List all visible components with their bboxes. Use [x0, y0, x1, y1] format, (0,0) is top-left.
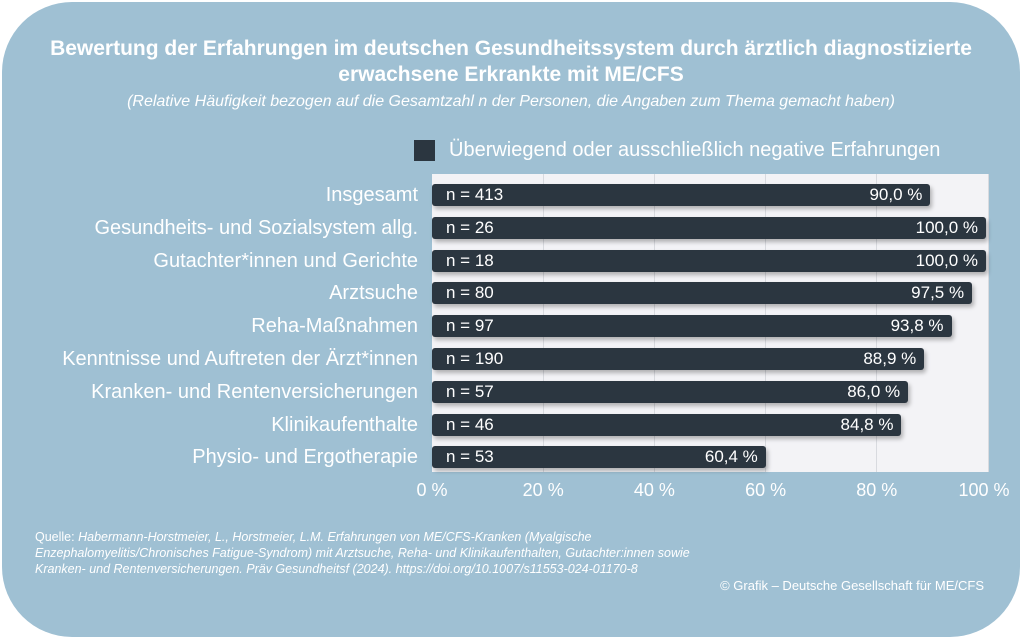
- bar-value-label: 100,0 %: [915, 217, 978, 237]
- bar-n-label: n = 53: [446, 447, 494, 467]
- category-label: Gesundheits- und Sozialsystem allg.: [94, 216, 419, 239]
- category-label: Insgesamt: [325, 184, 418, 206]
- bar-value-label: 84,8 %: [840, 414, 894, 434]
- bar: n = 57 86,0 %: [432, 380, 909, 403]
- legend-swatch: [414, 139, 435, 161]
- x-tick-label: 20 %: [522, 480, 564, 500]
- bar: n = 97 93,8 %: [432, 315, 952, 338]
- bar-n-label: n = 26: [446, 217, 494, 237]
- bar-n-label: n = 97: [446, 316, 494, 336]
- legend-label: Überwiegend oder ausschließlich negative…: [449, 138, 941, 161]
- bar: n = 413 90,0 %: [432, 184, 931, 206]
- bar-n-label: n = 57: [446, 381, 494, 401]
- source-text: Habermann-Horstmeier, L., Horstmeier, L.…: [35, 530, 690, 576]
- x-tick-label: 80 %: [856, 480, 898, 500]
- chart-subtitle: (Relative Häufigkeit bezogen auf die Ges…: [127, 93, 895, 110]
- x-tick-label: 40 %: [633, 480, 675, 500]
- bar: n = 18 100,0 %: [432, 249, 986, 272]
- bar-value-label: 100,0 %: [915, 250, 978, 270]
- source-label: Quelle:: [35, 530, 75, 544]
- category-label: Kranken- und Rentenversicherungen: [91, 380, 418, 403]
- category-label: Arztsuche: [329, 282, 418, 305]
- source-citation: Quelle: Habermann-Horstmeier, L., Horstm…: [35, 529, 735, 577]
- bar: n = 80 97,5 %: [432, 282, 973, 305]
- bar: n = 53 60,4 %: [432, 446, 766, 469]
- bar-value-label: 93,8 %: [890, 316, 944, 336]
- category-label: Gutachter*innen und Gerichte: [153, 249, 418, 272]
- category-label: Kenntnisse und Auftreten der Ärzt*innen: [62, 348, 418, 370]
- bar: n = 46 84,8 %: [432, 413, 902, 436]
- bar-value-label: 90,0 %: [869, 185, 923, 204]
- bar: n = 190 88,9 %: [432, 348, 925, 370]
- bar-n-label: n = 190: [446, 349, 504, 368]
- category-label: Klinikaufenthalte: [271, 413, 418, 436]
- bar-n-label: n = 413: [446, 185, 504, 204]
- bar-n-label: n = 18: [446, 250, 494, 270]
- plot-area: n = 413 90,0 % n = 26 100,0 % n = 18 100,0 % n…: [432, 174, 989, 472]
- bar-n-label: n = 46: [446, 414, 494, 434]
- x-tick-label: 100 %: [958, 480, 1010, 500]
- category-label: Reha-Maßnahmen: [251, 315, 418, 338]
- chart-title: Bewertung der Erfahrungen im deutschen G…: [50, 37, 972, 86]
- gridline: [987, 174, 989, 472]
- bar: n = 26 100,0 %: [432, 216, 986, 239]
- category-label: Physio- und Ergotherapie: [192, 446, 418, 469]
- x-tick-label: 60 %: [745, 480, 787, 500]
- x-tick-label: 0 %: [416, 480, 448, 500]
- legend: Überwiegend oder ausschließlich negative…: [414, 137, 940, 163]
- graphic-credit: © Grafik – Deutsche Gesellschaft für ME/…: [720, 578, 984, 593]
- bar-value-label: 88,9 %: [863, 349, 917, 368]
- bar-n-label: n = 80: [446, 283, 494, 303]
- bar-value-label: 86,0 %: [847, 381, 901, 401]
- bar-value-label: 60,4 %: [704, 447, 758, 467]
- bar-value-label: 97,5 %: [911, 283, 965, 303]
